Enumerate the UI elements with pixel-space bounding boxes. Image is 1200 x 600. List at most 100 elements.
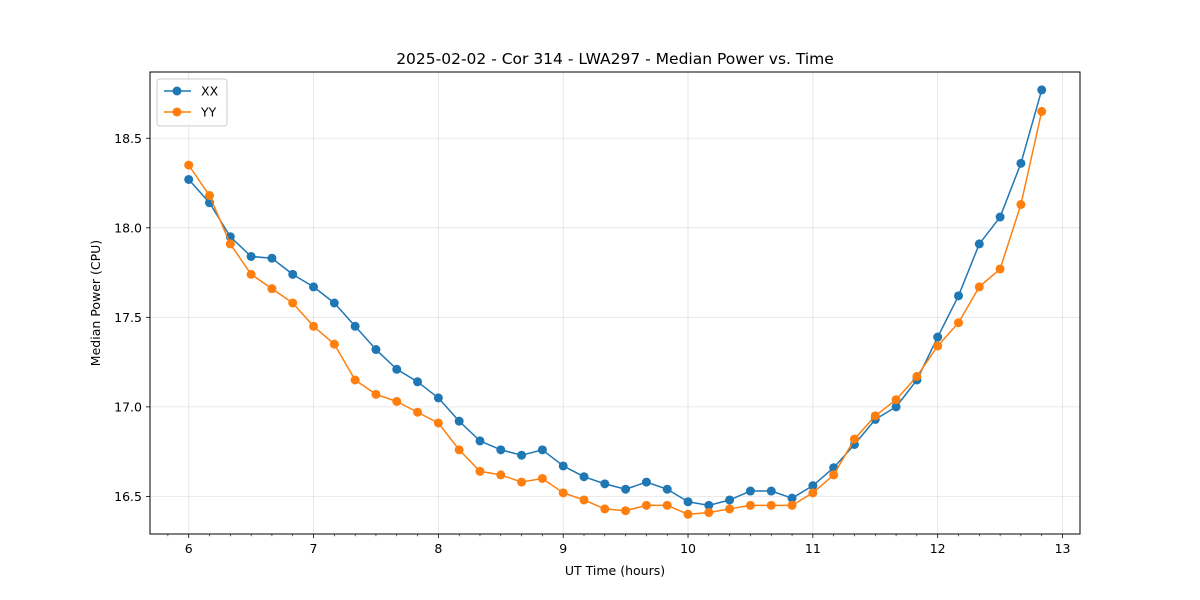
data-point-yy [225,239,235,249]
data-point-xx [974,239,984,249]
data-point-yy [912,371,922,381]
data-point-xx [621,484,631,494]
x-tick-label: 10 [680,541,696,556]
x-axis-label: UT Time (hours) [565,563,665,578]
y-axis-label: Median Power (CPU) [88,240,103,366]
data-point-yy [995,264,1005,274]
data-point-yy [288,298,298,308]
data-point-yy [891,395,901,405]
data-point-xx [309,282,319,292]
data-point-yy [1037,106,1047,116]
y-tick-label: 16.5 [114,489,142,504]
data-point-yy [725,504,735,514]
data-point-yy [745,500,755,510]
data-point-xx [371,345,381,355]
data-point-yy [517,477,527,487]
data-point-xx [413,377,423,387]
x-tick-label: 13 [1055,541,1071,556]
data-point-yy [829,470,839,480]
x-tick-label: 6 [185,541,193,556]
data-point-yy [371,389,381,399]
data-point-xx [537,445,547,455]
data-point-xx [288,269,298,279]
data-point-yy [849,434,859,444]
data-point-yy [600,504,610,514]
data-point-xx [350,321,360,331]
data-point-yy [184,160,194,170]
series-layer [184,85,1047,519]
data-point-xx [933,332,943,342]
data-point-xx [745,486,755,496]
data-point-yy [787,500,797,510]
data-point-yy [662,500,672,510]
data-point-yy [870,411,880,421]
x-tick-label: 11 [805,541,821,556]
x-tick-label: 8 [434,541,442,556]
data-point-xx [766,486,776,496]
data-point-yy [641,500,651,510]
data-point-yy [579,495,589,505]
legend-xx-label: XX [201,84,219,99]
plot-area-frame [149,71,1081,535]
data-point-yy [475,466,485,476]
series-yy [184,106,1047,519]
legend-yy-marker [172,107,182,117]
y-tick-label: 17.0 [114,399,142,414]
x-tick-label: 9 [559,541,567,556]
x-tick-label: 7 [310,541,318,556]
data-point-yy [433,418,443,428]
data-point-xx [787,493,797,503]
legend-xx-marker [172,86,182,96]
legend-yy-label: YY [200,105,217,120]
data-point-xx [1016,158,1026,168]
x-axis: 6 7 8 9 10 11 12 13 [167,534,1071,556]
x-tick-label: 12 [930,541,946,556]
data-point-yy [621,506,631,516]
data-point-yy [537,473,547,483]
chart-title: 2025-02-02 - Cor 314 - LWA297 - Median P… [396,50,834,68]
data-point-yy [205,191,215,201]
y-tick-label: 18.5 [114,131,142,146]
data-point-xx [433,393,443,403]
legend: XX YY [156,78,228,127]
data-point-yy [496,470,506,480]
data-point-yy [413,407,423,417]
y-tick-label: 18.0 [114,220,142,235]
data-point-yy [558,488,568,498]
data-point-xx [475,436,485,446]
y-tick-label: 17.5 [114,310,142,325]
data-point-yy [246,269,256,279]
data-point-yy [454,445,464,455]
data-point-xx [1037,85,1047,95]
data-point-xx [392,364,402,374]
y-axis: 16.5 17.0 17.5 18.0 18.5 [114,131,150,504]
data-point-xx [725,495,735,505]
data-point-xx [683,497,693,507]
data-point-xx [329,298,339,308]
data-point-xx [641,477,651,487]
data-point-yy [1016,200,1026,210]
data-point-yy [954,318,964,328]
data-point-yy [350,375,360,385]
data-point-xx [891,402,901,412]
data-point-xx [662,484,672,494]
data-point-xx [184,174,194,184]
data-point-xx [579,472,589,482]
data-point-xx [600,479,610,489]
series-line-yy [188,111,1043,516]
data-point-xx [246,251,256,261]
data-point-xx [517,450,527,460]
data-point-xx [496,445,506,455]
data-point-xx [558,461,568,471]
data-point-yy [309,321,319,331]
series-line-xx [188,89,1043,507]
data-point-xx [808,481,818,491]
data-point-yy [683,509,693,519]
data-point-xx [954,291,964,301]
data-point-yy [329,339,339,349]
data-point-xx [995,212,1005,222]
data-point-yy [974,282,984,292]
data-point-yy [392,396,402,406]
data-point-yy [766,500,776,510]
